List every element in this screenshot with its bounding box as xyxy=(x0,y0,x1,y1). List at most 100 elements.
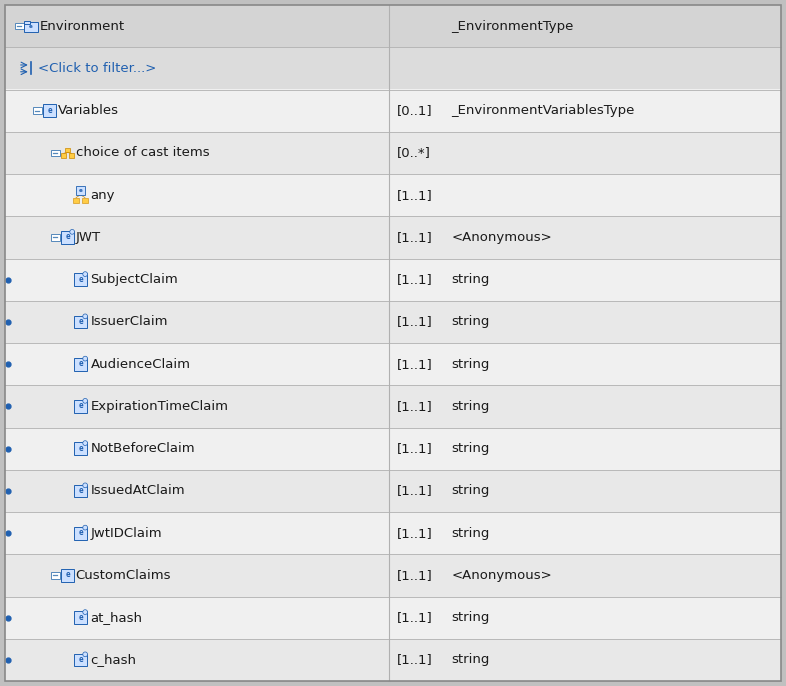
Bar xyxy=(5,343,781,386)
Bar xyxy=(61,569,74,582)
Text: <Anonymous>: <Anonymous> xyxy=(451,569,552,582)
Text: at_hash: at_hash xyxy=(90,611,142,624)
Text: e: e xyxy=(78,528,83,537)
Text: [1..1]: [1..1] xyxy=(397,357,432,370)
Text: choice of cast items: choice of cast items xyxy=(75,146,209,159)
Bar xyxy=(5,216,781,259)
Text: e: e xyxy=(78,317,83,326)
Bar xyxy=(61,231,74,244)
Bar xyxy=(65,147,70,152)
Bar xyxy=(50,572,60,578)
Text: string: string xyxy=(451,273,490,286)
Text: _EnvironmentVariablesType: _EnvironmentVariablesType xyxy=(451,104,634,117)
Circle shape xyxy=(83,610,87,615)
Circle shape xyxy=(83,525,87,530)
Bar xyxy=(5,300,781,343)
Text: [1..1]: [1..1] xyxy=(397,611,432,624)
Bar xyxy=(83,198,87,203)
Text: [1..1]: [1..1] xyxy=(397,189,432,202)
Circle shape xyxy=(83,314,87,319)
Bar xyxy=(61,154,66,158)
Text: [1..1]: [1..1] xyxy=(397,231,432,244)
Text: [0..*]: [0..*] xyxy=(397,146,431,159)
Circle shape xyxy=(70,230,75,234)
Text: c_hash: c_hash xyxy=(90,653,137,666)
Text: [1..1]: [1..1] xyxy=(397,484,432,497)
Bar xyxy=(5,554,781,597)
Text: IssuedAtClaim: IssuedAtClaim xyxy=(90,484,185,497)
Bar xyxy=(74,273,87,286)
Text: [1..1]: [1..1] xyxy=(397,273,432,286)
Bar xyxy=(5,470,781,512)
Text: JWT: JWT xyxy=(75,231,101,244)
Text: e: e xyxy=(47,106,52,115)
Text: NotBeforeClaim: NotBeforeClaim xyxy=(90,442,195,455)
Bar xyxy=(32,108,42,114)
Bar xyxy=(5,512,781,554)
Circle shape xyxy=(83,272,87,276)
Text: e: e xyxy=(28,24,32,29)
Bar xyxy=(24,21,30,23)
Bar xyxy=(69,154,74,158)
Bar xyxy=(5,174,781,216)
Bar xyxy=(14,23,24,29)
Text: e: e xyxy=(78,401,83,410)
Text: [1..1]: [1..1] xyxy=(397,316,432,329)
Text: string: string xyxy=(451,611,490,624)
Text: Environment: Environment xyxy=(39,20,125,33)
Text: Variables: Variables xyxy=(57,104,119,117)
Text: CustomClaims: CustomClaims xyxy=(75,569,171,582)
Text: e: e xyxy=(79,188,83,193)
Text: _EnvironmentType: _EnvironmentType xyxy=(451,20,574,33)
Text: e: e xyxy=(78,274,83,284)
Text: string: string xyxy=(451,484,490,497)
Text: e: e xyxy=(78,486,83,495)
Circle shape xyxy=(83,399,87,403)
Bar xyxy=(5,89,781,132)
Bar xyxy=(74,527,87,539)
Bar xyxy=(5,132,781,174)
Text: string: string xyxy=(451,527,490,540)
Text: SubjectClaim: SubjectClaim xyxy=(90,273,178,286)
Bar xyxy=(50,234,60,241)
Bar xyxy=(74,400,87,413)
Bar xyxy=(74,442,87,455)
Bar xyxy=(5,47,781,89)
Bar xyxy=(76,187,85,195)
Bar xyxy=(24,22,39,32)
Text: string: string xyxy=(451,357,490,370)
Bar xyxy=(5,427,781,470)
Bar xyxy=(5,597,781,639)
Text: e: e xyxy=(78,655,83,664)
Bar xyxy=(74,358,87,370)
Bar xyxy=(50,150,60,156)
Bar xyxy=(74,654,87,666)
Text: e: e xyxy=(78,444,83,453)
Text: e: e xyxy=(78,613,83,622)
Text: ExpirationTimeClaim: ExpirationTimeClaim xyxy=(90,400,229,413)
Bar xyxy=(73,198,79,203)
Circle shape xyxy=(83,440,87,445)
Text: string: string xyxy=(451,442,490,455)
Text: string: string xyxy=(451,400,490,413)
Text: e: e xyxy=(65,233,70,241)
Bar xyxy=(74,316,87,328)
Text: e: e xyxy=(65,571,70,580)
Text: [1..1]: [1..1] xyxy=(397,527,432,540)
Text: [0..1]: [0..1] xyxy=(397,104,432,117)
Bar xyxy=(74,484,87,497)
Text: [1..1]: [1..1] xyxy=(397,442,432,455)
Circle shape xyxy=(83,356,87,361)
Text: any: any xyxy=(90,189,115,202)
Bar xyxy=(74,611,87,624)
Text: [1..1]: [1..1] xyxy=(397,400,432,413)
Bar xyxy=(5,259,781,300)
Text: AudienceClaim: AudienceClaim xyxy=(90,357,190,370)
Text: [1..1]: [1..1] xyxy=(397,569,432,582)
Text: <Click to filter...>: <Click to filter...> xyxy=(38,62,156,75)
Circle shape xyxy=(83,483,87,488)
Text: JwtIDClaim: JwtIDClaim xyxy=(90,527,162,540)
Circle shape xyxy=(83,652,87,657)
Text: [1..1]: [1..1] xyxy=(397,653,432,666)
Text: string: string xyxy=(451,316,490,329)
